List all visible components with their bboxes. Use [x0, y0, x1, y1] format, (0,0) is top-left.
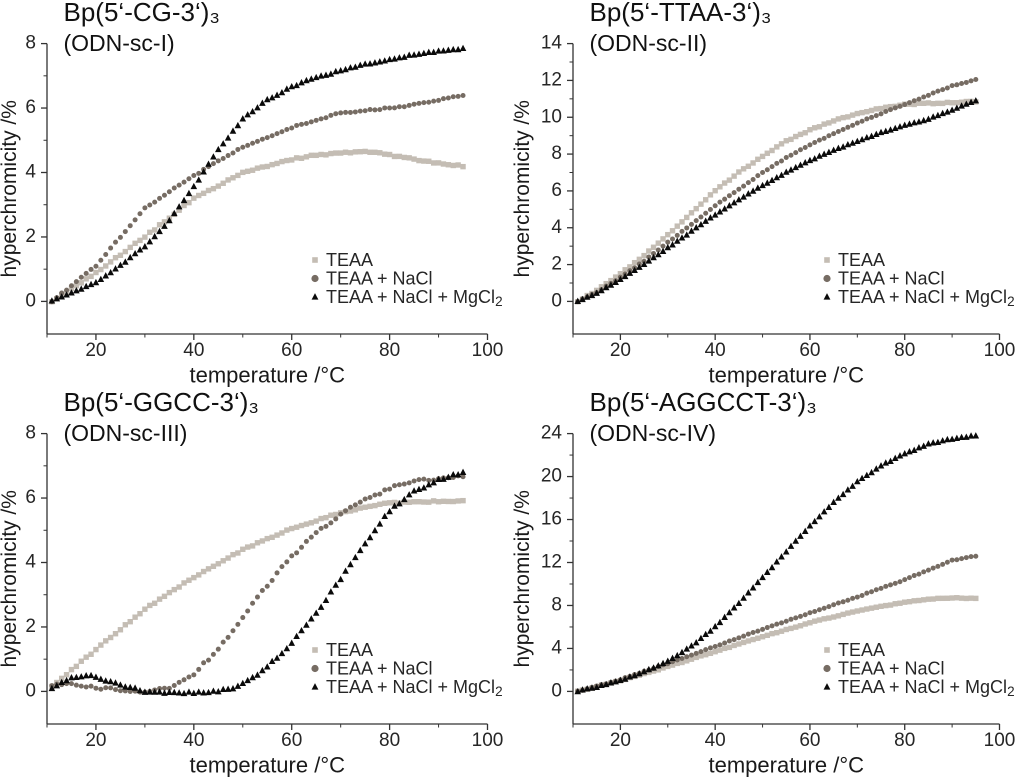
- svg-text:4: 4: [551, 637, 562, 658]
- svg-text:TEAA + NaCl: TEAA + NaCl: [838, 269, 945, 289]
- svg-text:hyperchromicity /%: hyperchromicity /%: [511, 100, 534, 277]
- svg-text:2: 2: [551, 254, 562, 275]
- svg-text:6: 6: [551, 180, 562, 201]
- svg-text:100: 100: [984, 340, 1016, 361]
- svg-text:TEAA: TEAA: [326, 640, 373, 660]
- svg-text:temperature /°C: temperature /°C: [189, 363, 345, 388]
- svg-text:24: 24: [541, 422, 563, 443]
- svg-text:(ODN-sc-I): (ODN-sc-I): [64, 30, 175, 56]
- svg-text:12: 12: [541, 69, 562, 90]
- svg-text:TEAA: TEAA: [326, 250, 373, 270]
- svg-text:60: 60: [281, 340, 302, 361]
- svg-text:4: 4: [551, 217, 562, 238]
- svg-text:TEAA + NaCl: TEAA + NaCl: [838, 658, 945, 678]
- svg-text:8: 8: [551, 143, 562, 164]
- svg-text:80: 80: [894, 340, 915, 361]
- svg-text:TEAA + NaCl + MgCl2: TEAA + NaCl + MgCl2: [838, 677, 1015, 699]
- svg-text:100: 100: [984, 730, 1016, 751]
- svg-text:20: 20: [610, 730, 631, 751]
- svg-text:2: 2: [25, 226, 36, 247]
- svg-text:40: 40: [183, 730, 204, 751]
- svg-text:40: 40: [705, 730, 726, 751]
- svg-text:60: 60: [281, 730, 302, 751]
- svg-text:8: 8: [551, 594, 562, 615]
- svg-text:hyperchromicity /%: hyperchromicity /%: [511, 490, 534, 667]
- svg-text:temperature /°C: temperature /°C: [708, 363, 864, 388]
- svg-text:4: 4: [25, 551, 36, 572]
- svg-text:hyperchromicity /%: hyperchromicity /%: [0, 490, 21, 667]
- svg-text:60: 60: [799, 340, 820, 361]
- svg-text:14: 14: [541, 33, 563, 54]
- svg-text:0: 0: [25, 680, 36, 701]
- svg-text:10: 10: [541, 106, 562, 127]
- svg-text:temperature /°C: temperature /°C: [708, 752, 864, 777]
- svg-text:20: 20: [85, 340, 106, 361]
- svg-text:Bp(5‘-GGCC-3‘)₃: Bp(5‘-GGCC-3‘)₃: [64, 387, 260, 417]
- svg-text:TEAA + NaCl: TEAA + NaCl: [326, 269, 433, 289]
- svg-text:0: 0: [25, 290, 36, 311]
- svg-text:Bp(5‘-TTAA-3‘)₃: Bp(5‘-TTAA-3‘)₃: [590, 0, 772, 27]
- svg-text:Bp(5‘-AGGCCT-3‘)₃: Bp(5‘-AGGCCT-3‘)₃: [590, 387, 817, 417]
- svg-text:TEAA + NaCl + MgCl2: TEAA + NaCl + MgCl2: [326, 287, 503, 309]
- svg-text:40: 40: [705, 340, 726, 361]
- svg-text:6: 6: [25, 487, 36, 508]
- svg-text:TEAA + NaCl + MgCl2: TEAA + NaCl + MgCl2: [838, 287, 1015, 309]
- svg-text:0: 0: [551, 680, 562, 701]
- svg-text:16: 16: [541, 508, 562, 529]
- svg-text:8: 8: [25, 33, 36, 54]
- svg-text:80: 80: [894, 730, 915, 751]
- svg-text:4: 4: [25, 162, 36, 183]
- svg-text:0: 0: [551, 290, 562, 311]
- svg-text:80: 80: [379, 340, 400, 361]
- svg-text:Bp(5‘-CG-3‘)₃: Bp(5‘-CG-3‘)₃: [64, 0, 221, 27]
- svg-text:8: 8: [25, 422, 36, 443]
- svg-text:TEAA + NaCl: TEAA + NaCl: [326, 658, 433, 678]
- svg-text:100: 100: [472, 340, 504, 361]
- svg-text:80: 80: [379, 730, 400, 751]
- svg-text:TEAA: TEAA: [838, 640, 885, 660]
- svg-text:(ODN-sc-II): (ODN-sc-II): [590, 30, 708, 56]
- svg-text:20: 20: [541, 465, 562, 486]
- svg-text:(ODN-sc-IV): (ODN-sc-IV): [590, 420, 716, 446]
- svg-text:100: 100: [472, 730, 504, 751]
- svg-text:(ODN-sc-III): (ODN-sc-III): [64, 420, 188, 446]
- svg-text:20: 20: [85, 730, 106, 751]
- svg-text:60: 60: [799, 730, 820, 751]
- svg-text:hyperchromicity /%: hyperchromicity /%: [0, 100, 21, 277]
- svg-text:2: 2: [25, 615, 36, 636]
- svg-text:20: 20: [610, 340, 631, 361]
- svg-text:12: 12: [541, 551, 562, 572]
- svg-text:temperature /°C: temperature /°C: [189, 752, 345, 777]
- svg-text:TEAA + NaCl + MgCl2: TEAA + NaCl + MgCl2: [326, 677, 503, 699]
- svg-text:6: 6: [25, 97, 36, 118]
- svg-text:TEAA: TEAA: [838, 250, 885, 270]
- svg-text:40: 40: [183, 340, 204, 361]
